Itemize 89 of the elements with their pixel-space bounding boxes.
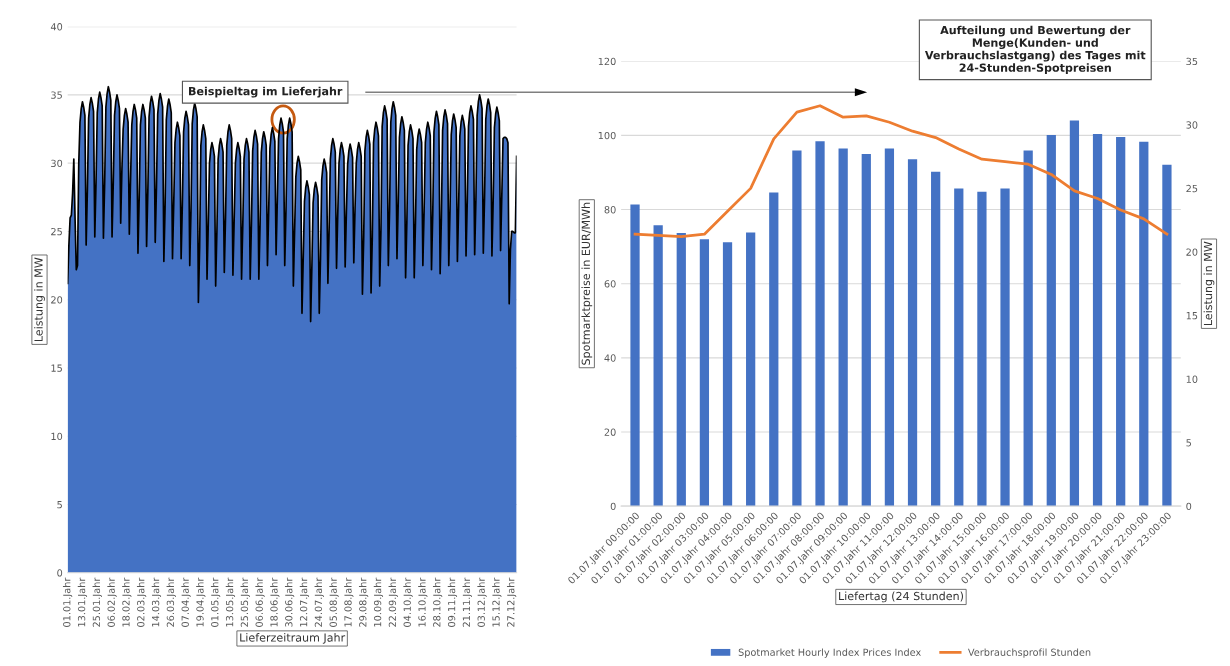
x-tick-label: 18.02.Jahr [122, 577, 132, 627]
x-tick-label: 01.05.Jahr [210, 577, 221, 627]
legend-label: Verbrauchsprofil Stunden [967, 648, 1091, 658]
x-tick-label: 10.09.Jahr [373, 577, 384, 627]
bar [1092, 133, 1103, 507]
x-tick-label: 06.06.Jahr [255, 577, 265, 627]
x-tick-label: 22.09.Jahr [388, 577, 398, 627]
legend-label: Spotmarket Hourly Index Prices Index [738, 648, 921, 658]
y-tick-label: 20 [604, 428, 616, 436]
y-axis-title: Leistung in MW [34, 257, 45, 342]
y-tick-label: 40 [50, 23, 63, 31]
bar [1069, 120, 1080, 507]
y2-tick-label: 20 [1186, 248, 1198, 256]
y-tick-label: 80 [604, 206, 616, 214]
x-tick-label: 17.08.Jahr [344, 577, 354, 627]
y2-tick-label: 30 [1186, 121, 1198, 129]
x-tick-label: 01.01.Jahr [62, 577, 73, 627]
x-tick-label: 29.08.Jahr [358, 577, 369, 627]
bar [884, 148, 895, 507]
x-tick-label: 13.05.Jahr [225, 577, 236, 627]
bar [630, 204, 640, 507]
x-tick-label: 18.06.Jahr [270, 577, 280, 627]
y-tick-label: 120 [598, 57, 616, 66]
x-tick-label: 12.07.Jahr [299, 577, 310, 627]
bar [1046, 135, 1056, 507]
bar [954, 188, 964, 507]
x-tick-label: 24.07.Jahr [314, 577, 324, 627]
y-tick-label: 25 [51, 227, 62, 236]
x-tick-label: 25.01.Jahr [92, 577, 102, 627]
y2-tick-label: 15 [1186, 312, 1198, 320]
x-tick-label: 27.12.Jahr [506, 577, 517, 627]
x-tick-label: 25.05.Jahr [240, 577, 250, 627]
y-tick-label: 100 [598, 131, 616, 140]
x-tick-label: 16.10.Jahr [418, 577, 428, 627]
bar [676, 232, 686, 507]
y-tick-label: 0 [57, 569, 63, 577]
y-tick-label: 30 [51, 159, 63, 167]
bar [931, 171, 941, 507]
bar [861, 153, 871, 507]
bar [746, 232, 756, 507]
bar [792, 150, 802, 507]
y2-tick-label: 10 [1186, 375, 1198, 383]
x-tick-label: 13.01.Jahr [77, 577, 88, 627]
x-tick-label: 21.11.Jahr [462, 577, 472, 627]
y-tick-label: 5 [57, 501, 62, 509]
x-tick-label: 19.04.Jahr [196, 577, 206, 627]
x-tick-label: 02.03.Jahr [136, 577, 147, 627]
bar [699, 239, 710, 507]
bar [653, 225, 663, 507]
y-tick-label: 20 [51, 296, 63, 304]
bar [1023, 150, 1033, 507]
x-tick-label: 05.08.Jahr [329, 577, 339, 627]
annotation: Beispieltag im Lieferjahr [189, 86, 343, 98]
x-tick-label: 07.04.Jahr [181, 577, 191, 627]
y-tick-label: 0 [610, 502, 616, 510]
bar [1139, 141, 1149, 507]
annotation: Aufteilung und Bewertung der Menge(Kunden- und Verbrauchslastgang) des Tages mit 24-Stunden-Spotpreisen [924, 25, 1146, 75]
y-tick-label: 15 [51, 364, 62, 372]
bar [977, 191, 987, 507]
y2-axis-title: Leistung in MW [1203, 241, 1215, 326]
y2-tick-label: 5 [1186, 439, 1191, 447]
x-tick-label: 15.12.Jahr [492, 577, 502, 627]
x-tick-label: 30.06.Jahr [284, 577, 295, 627]
bar [1162, 164, 1172, 507]
x-tick-label: 09.11.Jahr [447, 577, 458, 627]
x-axis-title: Lieferzeitraum Jahr [240, 633, 346, 644]
bar [1000, 188, 1010, 507]
y-axis-title: Spotmarktpreise in EUR/MWh [581, 202, 593, 365]
y-tick-label: 60 [604, 280, 616, 288]
y2-tick-label: 0 [1186, 502, 1192, 510]
x-tick-label: 28.10.Jahr [432, 577, 443, 627]
bar [815, 141, 825, 507]
x-tick-label: 06.02.Jahr [107, 577, 117, 627]
y-tick-label: 10 [51, 432, 63, 441]
y-tick-label: 35 [51, 91, 62, 99]
x-tick-label: 03.12.Jahr [477, 577, 487, 627]
y2-tick-label: 25 [1186, 184, 1198, 193]
x-tick-label: 26.03.Jahr [166, 577, 176, 627]
x-tick-label: 14.03.Jahr [151, 577, 162, 627]
y2-tick-label: 35 [1186, 57, 1198, 66]
bar [838, 148, 848, 507]
bar [907, 159, 918, 507]
y-tick-label: 40 [604, 354, 616, 362]
x-tick-label: 04.10.Jahr [403, 577, 413, 627]
bar [769, 192, 779, 507]
x-axis-title: Liefertag (24 Stunden) [839, 591, 963, 603]
line-series [633, 104, 1169, 239]
bar [722, 242, 733, 507]
bar [1116, 136, 1126, 507]
